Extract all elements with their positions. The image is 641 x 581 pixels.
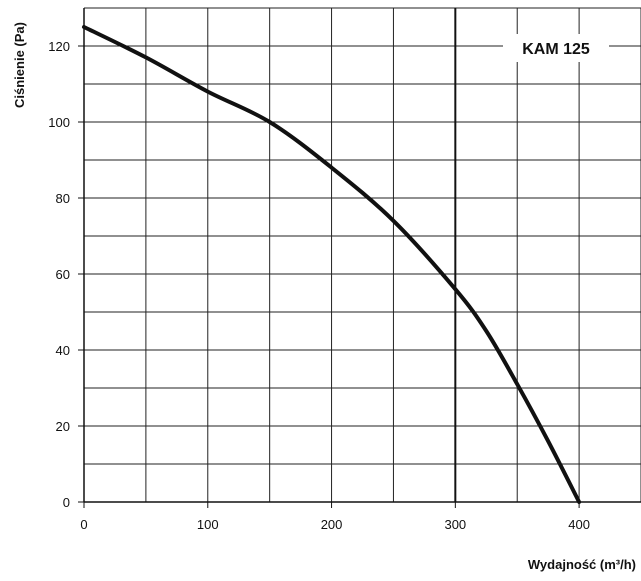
series-label: KAM 125: [522, 41, 590, 58]
y-tick-label-80: 80: [56, 191, 70, 206]
y-tick-label-20: 20: [56, 419, 70, 434]
x-axis-label: Wydajność (m³/h): [528, 557, 636, 572]
x-tick-labels: 0 100 200 300 400: [80, 502, 590, 532]
x-tick-label-0: 0: [80, 517, 87, 532]
y-axis-label: Ciśnienie (Pa): [12, 22, 27, 108]
x-tick-label-300: 300: [444, 517, 466, 532]
series-label-background: [503, 34, 609, 62]
y-tick-label-120: 120: [48, 39, 70, 54]
series-line-kam-125: [82, 25, 582, 504]
y-tick-label-0: 0: [63, 495, 70, 510]
y-tick-label-60: 60: [56, 267, 70, 282]
x-tick-label-200: 200: [321, 517, 343, 532]
y-tick-labels: 0 20 40 60 80 100 120: [48, 39, 84, 510]
grid-lines: [84, 7, 641, 502]
x-tick-label-400: 400: [568, 517, 590, 532]
y-tick-label-100: 100: [48, 115, 70, 130]
axes: [83, 8, 641, 503]
x-tick-label-100: 100: [197, 517, 219, 532]
y-tick-label-40: 40: [56, 343, 70, 358]
